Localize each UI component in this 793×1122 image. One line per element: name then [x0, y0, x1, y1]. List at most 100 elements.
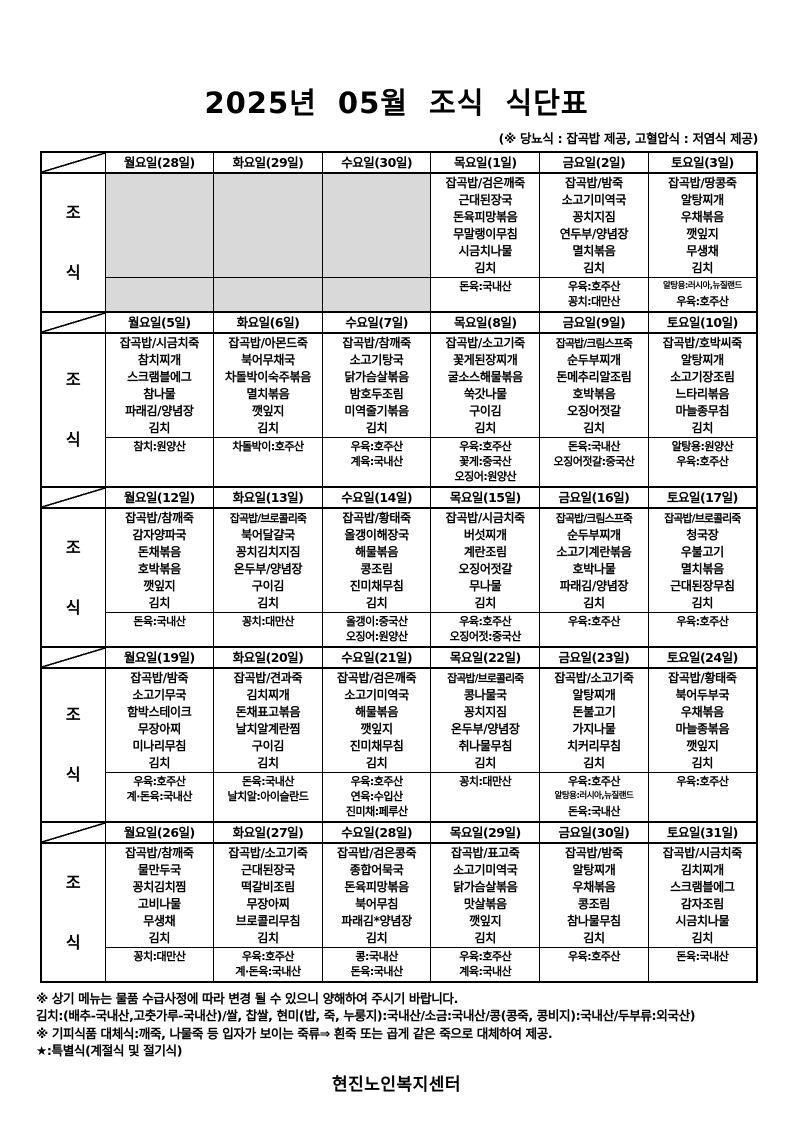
origin-item: 꽁치:대만산 [567, 295, 620, 308]
menu-item: 김치 [691, 596, 714, 610]
menu-item: 닭가슴살볶음 [453, 880, 518, 894]
origin-item: 오징어젓갈:중국산 [553, 455, 635, 468]
meal-label-char: 조 [65, 872, 81, 892]
origin-cell: 우육:호주산 계육:국내산 [321, 437, 432, 488]
menu-item: 떡갈비조림 [241, 880, 295, 894]
meal-label-char: 조 [65, 705, 81, 724]
day-header: 토요일(10일) [647, 311, 758, 334]
menu-item: 잡곡밥/아몬드죽 [228, 336, 308, 350]
menu-item: 소고기장조림 [670, 370, 735, 384]
menu-item: 무나물 [469, 579, 502, 593]
menu-item: 차돌박이숙주볶음 [225, 370, 311, 384]
origin-item: 꽁치:대만산 [241, 615, 294, 628]
empty-origin-cell [321, 277, 432, 313]
menu-item: 해물볶음 [355, 705, 399, 719]
day-header: 목요일(1일) [430, 151, 541, 174]
origin-item: 우육:호주산 [567, 280, 620, 293]
menu-cell: 잡곡밥/소고기죽 알탕찌개 돈불고기 가지나물 치커리무침 김치 [539, 667, 649, 773]
corner-diagonal-cell [40, 486, 106, 509]
origin-item: 알탕용:러시아,뉴질랜드 [554, 791, 634, 801]
menu-item: 콩조림 [360, 562, 394, 576]
menu-item: 잡곡밥/시금치죽 [662, 846, 743, 860]
menu-item: 근대된장무침 [670, 579, 735, 593]
menu-cell: 잡곡밥/브로콜리죽 북어달걀국 꽁치김치지짐 온두부/양념장 구이김 김치 [213, 507, 323, 613]
day-header: 화요일(20일) [213, 646, 323, 669]
menu-item: 꽁치지짐 [572, 210, 616, 224]
menu-item: 돈육피망볶음 [344, 880, 409, 894]
origin-cell: 우육:호주산 알탕용:러시아,뉴질랜드 돈육:국내산 [539, 772, 649, 823]
day-header: 목요일(8일) [430, 311, 541, 334]
menu-item: 잡곡밥/소고기죽 [228, 846, 308, 860]
empty-menu-cell [321, 172, 432, 278]
menu-item: 온두부/양념장 [451, 722, 520, 736]
menu-row: 조 식 잡곡밥/참깨죽 감자양파국 돈채볶음 호박볶음 깻잎지 김치 잡곡밥/브로콜리죽 북어달걀… [40, 507, 758, 648]
menu-item: 잡곡밥/크림스프죽 [555, 337, 633, 350]
menu-row: 조 식 잡곡밥/참깨죽 물만두국 꽁치김치찜 고비나물 무생채 김치 잡곡밥/소고기죽 근대된장국… [40, 842, 758, 983]
origin-item: 계육:국내산 [459, 965, 512, 978]
origin-cell: 우육:호주산 오징어젓:중국산 [430, 612, 541, 648]
menu-item: 파래김/양념장 [125, 404, 194, 418]
menu-item: 콩조림 [577, 897, 611, 911]
origin-item: 우육:호주산 [459, 950, 512, 963]
origin-cell: 돈육:국내산 [104, 612, 215, 648]
menu-item: 잡곡밥/참깨죽 [125, 846, 194, 860]
menu-item: 김치 [474, 421, 497, 435]
menu-item: 밤호두조림 [349, 387, 404, 401]
origin-item: 계·돈육:국내산 [126, 790, 193, 803]
origin-item: 꽃게:중국산 [459, 455, 512, 468]
day-header: 화요일(27일) [213, 821, 323, 844]
menu-item: 근대된장국 [458, 193, 513, 207]
origin-item: 돈육:국내산 [241, 775, 294, 788]
day-header-row: 월요일(12일) 화요일(13일) 수요일(14일) 목요일(15일) 금요일(16일)… [40, 486, 758, 509]
origin-item: 날치알:아이슬란드 [227, 790, 309, 803]
menu-item: 김치 [148, 421, 171, 435]
day-header-row: 월요일(26일) 화요일(27일) 수요일(28일) 목요일(29일) 금요일(30일)… [40, 821, 758, 844]
page-title: 2025년 05월 조식 식단표 [204, 86, 589, 120]
menu-row: 조 식 잡곡밥/시금치죽 참치찌개 스크램블에그 참나물 파래김/양념장 김치 잡곡밥/아몬드죽… [40, 332, 758, 488]
menu-item: 쑥갓나물 [463, 387, 507, 401]
menu-item: 잡곡밥/황태죽 [342, 511, 411, 525]
menu-item: 치커리무침 [567, 739, 621, 753]
menu-item: 종합어묵국 [349, 863, 404, 877]
menu-row: 조 식 잡곡밥/검은깨죽 근대된장국 돈육피망볶음 무말랭이무침 시금치나물 김치 잡곡밥/밤죽… [40, 172, 758, 313]
menu-item: 스크램블에그 [127, 370, 192, 384]
menu-item: 소고기미역국 [344, 688, 409, 702]
menu-item: 알탕찌개 [572, 688, 616, 702]
menu-item: 김치 [257, 596, 279, 610]
week-block-4: 월요일(19일) 화요일(20일) 수요일(21일) 목요일(22일) 금요일(23일)… [40, 646, 758, 823]
menu-item: 파래김/양념장 [559, 579, 629, 593]
origin-cell: 우육:호주산 꽃게:중국산 오징어:원양산 [430, 437, 541, 488]
day-header: 토요일(24일) [647, 646, 758, 669]
origin-item: 우육:호주산 [567, 775, 620, 788]
menu-item: 무생채 [143, 914, 176, 928]
menu-item: 계란조림 [463, 545, 507, 559]
menu-cell: 잡곡밥/밤죽 알탕찌개 우채볶음 콩조림 참나물무침 김치 [539, 842, 649, 948]
menu-cell: 잡곡밥/참깨죽 감자양파국 돈채볶음 호박볶음 깻잎지 김치 [104, 507, 215, 613]
day-header: 수요일(30일) [321, 151, 432, 174]
menu-item: 김치 [148, 596, 171, 610]
menu-item: 잡곡밥/시금치죽 [119, 336, 200, 350]
origin-item: 돈육:국내산 [133, 615, 186, 628]
origin-item: 우육:호주산 [133, 775, 186, 788]
day-header: 금요일(30일) [539, 821, 649, 844]
menu-item: 김치 [257, 931, 279, 945]
menu-cell: 잡곡밥/참깨죽 소고기탕국 닭가슴살볶음 밤호두조림 미역줄기볶음 김치 [321, 332, 432, 438]
origin-item: 돈육:국내산 [350, 965, 403, 978]
meal-label-char: 조 [65, 370, 81, 389]
origin-item: 돈육:국내산 [459, 280, 512, 293]
day-header: 화요일(29일) [213, 151, 323, 174]
corner-diagonal-cell [40, 151, 106, 174]
origin-item: 꽁치:대만산 [133, 950, 186, 963]
menu-item: 깻잎지 [251, 404, 285, 418]
menu-cell: 잡곡밥/검은깨죽 근대된장국 돈육피망볶음 무말랭이무침 시금치나물 김치 [430, 172, 541, 278]
day-header: 목요일(29일) [430, 821, 541, 844]
day-header-row: 월요일(28일) 화요일(29일) 수요일(30일) 목요일(1일) 금요일(2일) 토요… [40, 151, 758, 174]
origin-item: 올갱이:중국산 [345, 615, 408, 628]
day-header: 토요일(17일) [647, 486, 758, 509]
menu-item: 김치 [691, 931, 714, 945]
origin-cell: 우육:호주산 [647, 612, 758, 648]
